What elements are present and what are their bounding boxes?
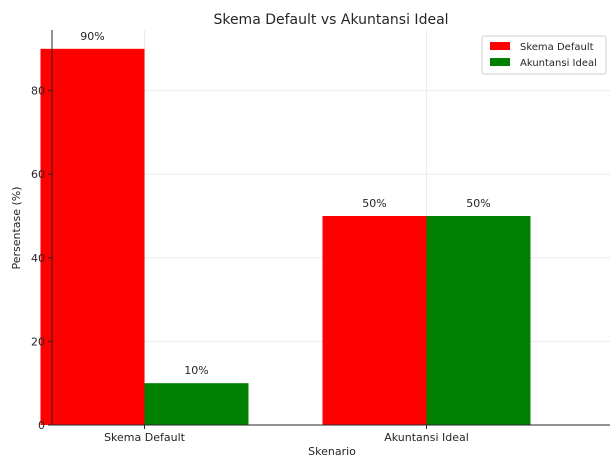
bar xyxy=(426,216,531,425)
y-tick-label: 60 xyxy=(31,168,45,181)
y-tick-label: 0 xyxy=(38,419,45,432)
y-axis-label: Persentase (%) xyxy=(10,186,23,269)
legend: Skema Default Akuntansi Ideal xyxy=(481,35,607,75)
bar xyxy=(144,383,249,425)
chart-title: Skema Default vs Akuntansi Ideal xyxy=(213,12,448,28)
legend-box xyxy=(481,35,607,75)
bar-value-label: 50% xyxy=(466,197,490,210)
x-tick-label: Skema Default xyxy=(104,431,186,444)
legend-swatch xyxy=(490,42,510,50)
bars xyxy=(40,48,531,426)
data-labels: 90% 50% 10% 50% xyxy=(80,30,490,377)
legend-swatch xyxy=(490,58,510,66)
bar-value-label: 90% xyxy=(80,30,104,43)
legend-label: Skema Default xyxy=(520,42,594,53)
y-tick-label: 40 xyxy=(31,252,45,265)
x-axis-label: Skenario xyxy=(308,445,356,457)
bar-value-label: 10% xyxy=(184,364,208,377)
bar-value-label: 50% xyxy=(362,197,386,210)
bar xyxy=(322,216,427,425)
x-tick-label: Akuntansi Ideal xyxy=(384,431,469,444)
legend-label: Akuntansi Ideal xyxy=(520,58,597,69)
y-tick-label: 20 xyxy=(31,335,45,348)
axes: 0 20 40 60 80 Skema Default Akuntansi Ideal xyxy=(31,30,610,444)
bar xyxy=(40,48,145,426)
y-tick-label: 80 xyxy=(31,85,45,98)
